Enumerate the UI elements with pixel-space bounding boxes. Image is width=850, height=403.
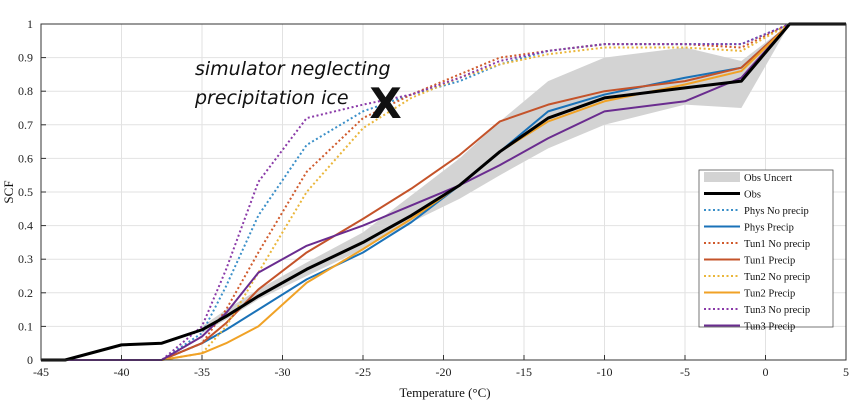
- y-tick-label: 0.3: [18, 252, 33, 266]
- annotation-x-marker: X: [369, 79, 401, 128]
- legend-swatch-obs-uncert: [704, 172, 740, 182]
- legend-label-tun1-no-precip: Tun1 No precip: [744, 239, 810, 250]
- y-axis-ticks: 0 0.1 0.2 0.3 0.4 0.5 0.6 0.7 0.8 0.9 1: [18, 17, 46, 367]
- legend-label-tun2-no-precip: Tun2 No precip: [744, 272, 810, 283]
- annotation-line-2: precipitation ice: [194, 87, 349, 109]
- legend-label-obs-uncert: Obs Uncert: [744, 173, 792, 184]
- y-tick-label: 0.4: [18, 219, 33, 233]
- y-tick-label: 0.8: [18, 84, 33, 98]
- legend-label-obs: Obs: [744, 190, 761, 201]
- legend-label-tun3-no-precip: Tun3 No precip: [744, 305, 810, 316]
- x-tick-label: -35: [194, 365, 210, 379]
- legend-label-tun1-precip: Tun1 Precip: [744, 256, 795, 267]
- x-tick-label: -20: [436, 365, 452, 379]
- legend: Obs Uncert Obs Phys No precip Phys Precip Tu…: [698, 169, 834, 333]
- legend-label-tun3-precip: Tun3 Precip: [744, 322, 795, 333]
- x-tick-label: -45: [33, 365, 49, 379]
- legend-box: [698, 169, 834, 328]
- x-tick-label: 5: [843, 365, 849, 379]
- x-axis-ticks: -45 -40 -35 -30 -25 -20 -15 -10 -5 0 5: [33, 355, 849, 379]
- x-tick-label: 0: [763, 365, 769, 379]
- y-tick-label: 0.7: [18, 118, 33, 132]
- y-tick-label: 0.9: [18, 51, 33, 65]
- y-tick-label: 0.5: [18, 185, 33, 199]
- y-tick-label: 0.6: [18, 151, 33, 165]
- x-tick-label: -5: [680, 365, 690, 379]
- annotation-line-1: simulator neglecting: [195, 58, 391, 80]
- series-line-obs: [41, 22, 846, 362]
- x-tick-label: -10: [597, 365, 613, 379]
- x-tick-label: -40: [114, 365, 130, 379]
- legend-label-phys-no-precip: Phys No precip: [744, 206, 809, 217]
- x-tick-label: -15: [516, 365, 532, 379]
- legend-label-phys-precip: Phys Precip: [744, 223, 794, 234]
- x-axis-label: Temperature (°C): [399, 385, 490, 400]
- y-tick-label: 0.1: [18, 319, 33, 333]
- legend-label-tun2-precip: Tun2 Precip: [744, 289, 795, 300]
- y-tick-label: 1: [27, 17, 33, 31]
- y-axis-label: SCF: [1, 180, 16, 203]
- y-tick-label: 0: [27, 353, 33, 367]
- x-tick-label: -30: [275, 365, 291, 379]
- x-tick-label: -25: [355, 365, 371, 379]
- y-tick-label: 0.2: [18, 286, 33, 300]
